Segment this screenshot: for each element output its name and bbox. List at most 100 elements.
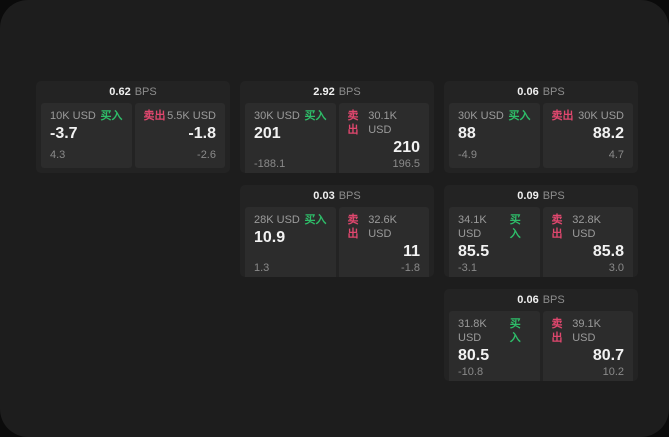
sell-price: 80.7 (592, 347, 624, 364)
sell-label: 卖出 (347, 110, 359, 136)
card-body: 10K USD 买入 -3.7 4.3 卖出 5.5K USD -1.8 -2.… (36, 103, 230, 173)
sell-delta: 3.0 (608, 262, 624, 274)
buy-panel-top: 34.1K USD 买入 (458, 213, 531, 241)
buy-panel[interactable]: 10K USD 买入 -3.7 4.3 (41, 103, 132, 168)
bps-unit: BPS (338, 190, 361, 202)
buy-amount: 34.1K USD (458, 214, 487, 240)
quote-card-3: 0.06 BPS 30K USD 买入 88 -4.9 卖出 30K USD (444, 81, 638, 173)
bps-value: 0.62 (109, 86, 131, 98)
buy-label: 买入 (100, 110, 123, 122)
sell-amount: 5.5K USD (167, 110, 216, 122)
quote-card-2: 2.92 BPS 30K USD 买入 201 -188.1 卖出 30.1K U… (240, 81, 434, 173)
sell-panel-top: 卖出 30K USD (552, 109, 625, 123)
sell-panel-top: 卖出 32.8K USD (552, 213, 625, 241)
bps-unit: BPS (338, 86, 361, 98)
buy-price: 201 (254, 125, 281, 142)
card-body: 31.8K USD 买入 80.5 -10.8 卖出 39.1K USD 80.… (444, 311, 638, 381)
sell-label: 卖出 (551, 110, 574, 122)
sell-panel[interactable]: 卖出 32.6K USD 11 -1.8 (338, 207, 429, 277)
sell-amount: 30K USD (578, 110, 624, 122)
buy-delta: -4.9 (458, 149, 477, 161)
buy-amount: 10K USD (50, 110, 96, 122)
sell-price: 210 (393, 139, 420, 156)
buy-price: 10.9 (254, 229, 286, 246)
buy-panel[interactable]: 28K USD 买入 10.9 1.3 (245, 207, 336, 277)
buy-price: 85.5 (458, 243, 490, 260)
sell-panel[interactable]: 卖出 32.8K USD 85.8 3.0 (542, 207, 633, 277)
buy-label: 买入 (509, 318, 521, 344)
sell-label: 卖出 (551, 214, 563, 240)
buy-panel[interactable]: 30K USD 买入 88 -4.9 (449, 103, 540, 168)
bps-value: 2.92 (313, 86, 335, 98)
quote-card-1: 0.62 BPS 10K USD 买入 -3.7 4.3 卖出 5.5K USD (36, 81, 230, 173)
sell-amount: 39.1K USD (572, 318, 601, 344)
sell-amount: 30.1K USD (368, 110, 397, 136)
card-header: 0.06 BPS (444, 81, 638, 103)
sell-panel-top: 卖出 32.6K USD (348, 213, 421, 241)
buy-price: 88 (458, 125, 476, 142)
card-body: 34.1K USD 买入 85.5 -3.1 卖出 32.8K USD 85.8… (444, 207, 638, 277)
buy-panel[interactable]: 30K USD 买入 201 -188.1 (245, 103, 336, 173)
sell-panel[interactable]: 卖出 39.1K USD 80.7 10.2 (542, 311, 633, 381)
sell-amount: 32.6K USD (368, 214, 397, 240)
sell-label: 卖出 (143, 110, 166, 122)
sell-price: 88.2 (592, 125, 624, 142)
bps-unit: BPS (134, 86, 157, 98)
buy-amount: 30K USD (458, 110, 504, 122)
bps-unit: BPS (542, 294, 565, 306)
bps-value: 0.03 (313, 190, 335, 202)
sell-amount: 32.8K USD (572, 214, 601, 240)
buy-panel[interactable]: 34.1K USD 买入 85.5 -3.1 (449, 207, 540, 277)
card-header: 0.06 BPS (444, 289, 638, 311)
bps-value: 0.09 (517, 190, 539, 202)
quote-card-5: 0.09 BPS 34.1K USD 买入 85.5 -3.1 卖出 32.8K … (444, 185, 638, 277)
card-header: 0.09 BPS (444, 185, 638, 207)
quote-grid: 0.62 BPS 10K USD 买入 -3.7 4.3 卖出 5.5K USD (36, 81, 638, 381)
sell-label: 卖出 (551, 318, 563, 344)
card-body: 28K USD 买入 10.9 1.3 卖出 32.6K USD 11 -1.8 (240, 207, 434, 277)
buy-label: 买入 (509, 214, 521, 240)
buy-label: 买入 (508, 110, 531, 122)
card-body: 30K USD 买入 201 -188.1 卖出 30.1K USD 210 1… (240, 103, 434, 173)
bps-unit: BPS (542, 190, 565, 202)
sell-price: 85.8 (592, 243, 624, 260)
buy-amount: 30K USD (254, 110, 300, 122)
bps-unit: BPS (542, 86, 565, 98)
sell-panel-top: 卖出 39.1K USD (552, 317, 625, 345)
buy-price: 80.5 (458, 347, 490, 364)
sell-price: 11 (403, 243, 420, 260)
bps-value: 0.06 (517, 86, 539, 98)
quote-card-6: 0.06 BPS 31.8K USD 买入 80.5 -10.8 卖出 39.1K… (444, 289, 638, 381)
sell-delta: -1.8 (401, 262, 420, 274)
bps-value: 0.06 (517, 294, 539, 306)
sell-delta: 4.7 (608, 149, 624, 161)
buy-panel-top: 10K USD 买入 (50, 109, 123, 123)
buy-amount: 31.8K USD (458, 318, 487, 344)
buy-price: -3.7 (50, 125, 78, 142)
buy-delta: 4.3 (50, 149, 66, 161)
sell-delta: 10.2 (602, 366, 624, 378)
buy-panel-top: 31.8K USD 买入 (458, 317, 531, 345)
sell-delta: 196.5 (392, 158, 420, 170)
buy-delta: 1.3 (254, 262, 270, 274)
buy-label: 买入 (304, 110, 327, 122)
sell-panel[interactable]: 卖出 30.1K USD 210 196.5 (338, 103, 429, 173)
sell-panel-top: 卖出 5.5K USD (144, 109, 217, 123)
sell-delta: -2.6 (197, 149, 216, 161)
sell-panel-top: 卖出 30.1K USD (348, 109, 421, 137)
buy-panel-top: 30K USD 买入 (458, 109, 531, 123)
sell-price: -1.8 (188, 125, 216, 142)
card-body: 30K USD 买入 88 -4.9 卖出 30K USD 88.2 4.7 (444, 103, 638, 173)
buy-amount: 28K USD (254, 214, 300, 226)
card-header: 0.03 BPS (240, 185, 434, 207)
buy-delta: -188.1 (254, 158, 286, 170)
buy-label: 买入 (304, 214, 327, 226)
quote-card-4: 0.03 BPS 28K USD 买入 10.9 1.3 卖出 32.6K USD (240, 185, 434, 277)
buy-panel[interactable]: 31.8K USD 买入 80.5 -10.8 (449, 311, 540, 381)
buy-panel-top: 28K USD 买入 (254, 213, 327, 227)
card-header: 2.92 BPS (240, 81, 434, 103)
sell-panel[interactable]: 卖出 30K USD 88.2 4.7 (542, 103, 633, 168)
buy-panel-top: 30K USD 买入 (254, 109, 327, 123)
sell-panel[interactable]: 卖出 5.5K USD -1.8 -2.6 (134, 103, 225, 168)
